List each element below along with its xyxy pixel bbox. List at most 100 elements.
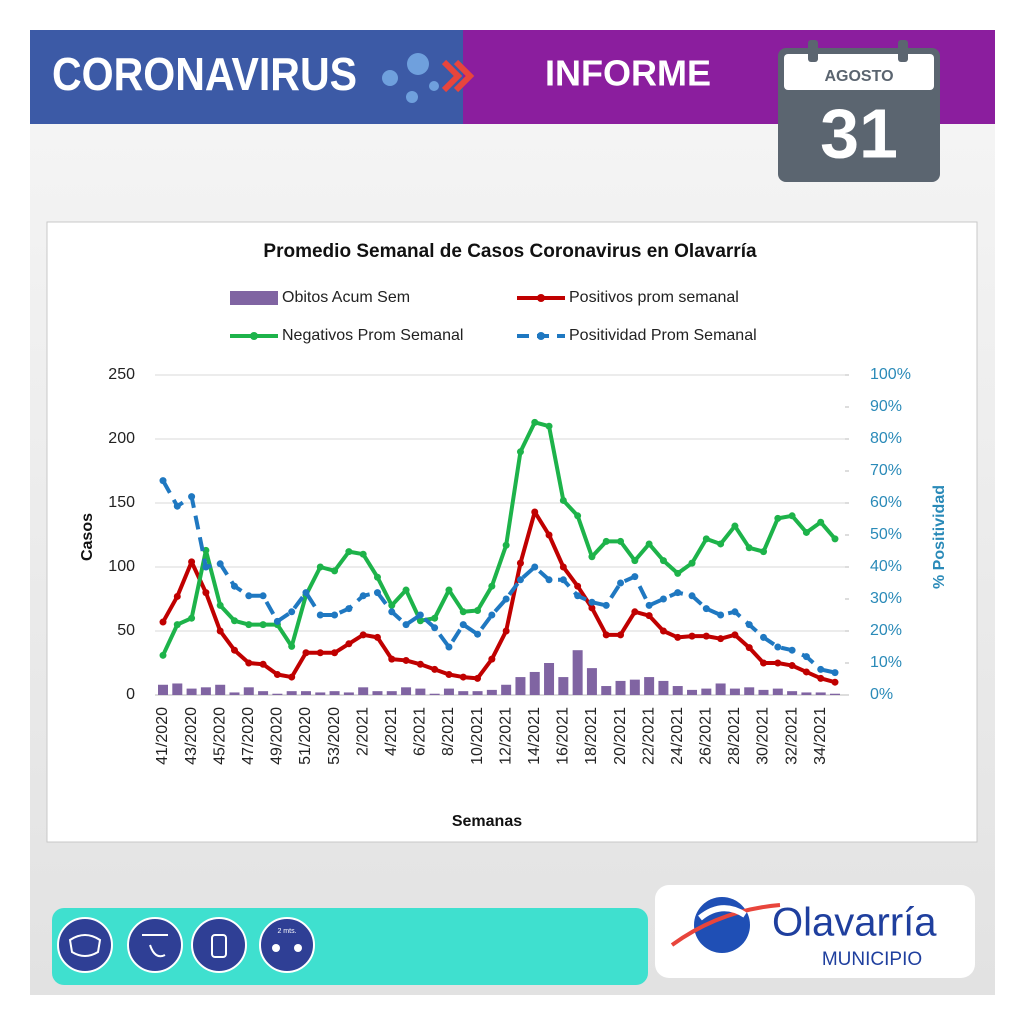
y-tick-label: 200 xyxy=(108,430,135,447)
point xyxy=(331,611,339,619)
point xyxy=(831,669,839,677)
point xyxy=(531,563,539,571)
bar xyxy=(629,679,640,695)
point xyxy=(488,611,496,619)
bar xyxy=(300,691,311,695)
point xyxy=(516,448,524,456)
point xyxy=(431,624,439,632)
x-tick-label: 49/2020 xyxy=(269,707,286,765)
bar xyxy=(815,692,826,695)
y2-tick-label: 80% xyxy=(870,430,902,447)
point xyxy=(788,646,796,654)
y2-tick-label: 60% xyxy=(870,494,902,511)
bar xyxy=(215,684,226,695)
bar xyxy=(672,686,683,695)
point xyxy=(373,589,381,597)
point xyxy=(259,621,267,629)
point xyxy=(617,579,625,587)
x-tick-label: 20/2021 xyxy=(612,707,629,765)
point xyxy=(245,621,253,629)
legend-marker xyxy=(537,332,545,340)
legend-marker xyxy=(537,294,545,302)
point xyxy=(159,618,167,626)
brand-sub: MUNICIPIO xyxy=(822,949,922,970)
point xyxy=(702,605,710,613)
bar xyxy=(329,691,340,695)
virus-icons xyxy=(382,53,439,103)
x-axis-title: Semanas xyxy=(452,813,522,830)
point xyxy=(216,627,224,635)
point xyxy=(302,649,310,657)
point xyxy=(831,535,839,543)
point xyxy=(230,582,238,590)
point xyxy=(774,514,782,522)
point xyxy=(617,631,625,639)
bar xyxy=(486,689,497,695)
point xyxy=(259,660,267,668)
point xyxy=(245,592,253,600)
legend-swatch xyxy=(230,291,278,305)
x-tick-label: 43/2020 xyxy=(183,707,200,765)
point xyxy=(216,560,224,568)
calendar-month: AGOSTO xyxy=(824,68,893,85)
point xyxy=(273,671,281,679)
legend-label: Positividad Prom Semanal xyxy=(569,327,757,344)
x-tick-label: 47/2020 xyxy=(240,707,257,765)
point xyxy=(559,563,567,571)
point xyxy=(488,582,496,590)
y-tick-label: 100 xyxy=(108,558,135,575)
y2-tick-label: 20% xyxy=(870,622,902,639)
point xyxy=(717,635,725,643)
point xyxy=(388,608,396,616)
x-tick-label: 18/2021 xyxy=(583,707,600,765)
point xyxy=(373,633,381,641)
point xyxy=(459,673,467,681)
point xyxy=(545,576,553,584)
calendar xyxy=(778,40,940,182)
bar xyxy=(315,692,326,695)
x-tick-label: 22/2021 xyxy=(640,707,657,765)
x-tick-label: 16/2021 xyxy=(555,707,572,765)
legend-label: Obitos Acum Sem xyxy=(282,289,410,306)
y2-tick-label: 50% xyxy=(870,526,902,543)
point xyxy=(459,608,467,616)
point xyxy=(659,595,667,603)
x-tick-label: 4/2021 xyxy=(383,707,400,756)
point xyxy=(588,553,596,561)
point xyxy=(516,576,524,584)
point xyxy=(416,660,424,668)
bar xyxy=(772,688,783,695)
point xyxy=(202,563,210,571)
y2-tick-label: 90% xyxy=(870,398,902,415)
y2-tick-label: 10% xyxy=(870,654,902,671)
bar xyxy=(343,692,354,695)
x-tick-label: 10/2021 xyxy=(469,707,486,765)
point xyxy=(188,493,196,501)
point xyxy=(373,573,381,581)
bar xyxy=(229,692,240,695)
point xyxy=(416,617,424,625)
point xyxy=(445,671,453,679)
x-tick-label: 51/2020 xyxy=(297,707,314,765)
point xyxy=(688,592,696,600)
point xyxy=(717,611,725,619)
point xyxy=(288,608,296,616)
point xyxy=(531,418,539,426)
bar xyxy=(544,663,555,695)
bar xyxy=(644,677,655,695)
y2-tick-label: 30% xyxy=(870,590,902,607)
point xyxy=(445,643,453,651)
point xyxy=(173,621,181,629)
point xyxy=(502,541,510,549)
point xyxy=(402,656,410,664)
y2-tick-label: 70% xyxy=(870,462,902,479)
chevron-icon xyxy=(441,59,475,93)
point xyxy=(788,662,796,670)
bar xyxy=(801,692,812,695)
bar xyxy=(272,693,283,695)
x-tick-label: 53/2020 xyxy=(326,707,343,765)
point xyxy=(402,621,410,629)
point xyxy=(745,544,753,552)
point xyxy=(674,589,682,597)
bar xyxy=(830,693,840,695)
